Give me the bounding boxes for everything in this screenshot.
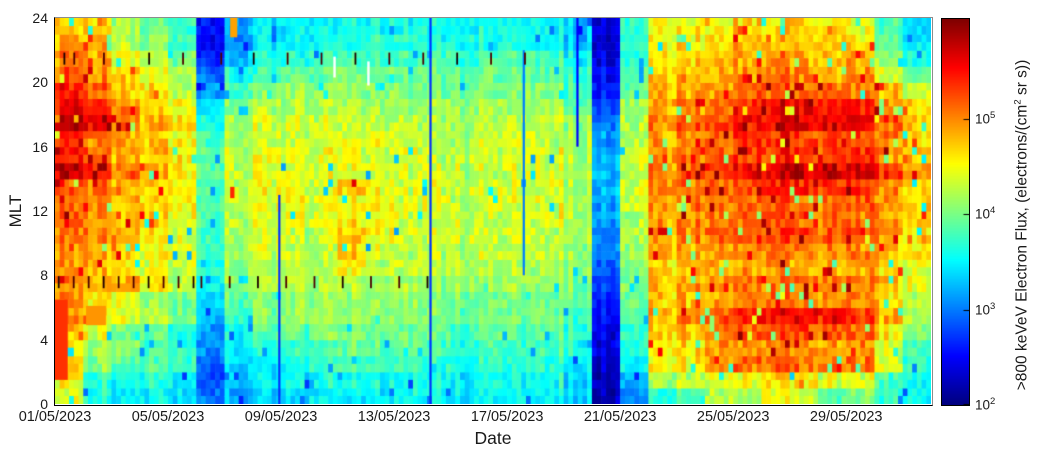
x-axis-tick-label: 21/05/2023 [583, 409, 657, 425]
x-axis-tick-label: 25/05/2023 [696, 409, 770, 425]
y-axis-tick-label: 24 [32, 10, 48, 26]
colorbar-tick-label: 102 [975, 396, 996, 413]
colorbar-title: >800 keVeV Electron Flux, (electrons/(cm… [1012, 60, 1031, 391]
colorbar [941, 18, 970, 406]
x-axis-tick-label: 13/05/2023 [357, 409, 431, 425]
y-axis-tick-label: 16 [32, 138, 48, 155]
y-axis-title: MLT [6, 194, 25, 228]
colorbar-tick-label: 103 [975, 300, 996, 318]
y-axis-tick-label: 0 [40, 396, 48, 412]
colorbar-title-superscript: 2 [1012, 99, 1024, 105]
x-axis-title: Date [474, 428, 512, 448]
y-axis-tick-label: 8 [40, 267, 48, 284]
colorbar-title-units: sr s)) [1013, 59, 1031, 100]
heatmap-plot-area [55, 18, 931, 404]
colorbar-tick-label: 104 [975, 205, 996, 222]
y-axis-tick-label: 4 [40, 331, 48, 348]
colorbar-tick-label: 105 [975, 110, 996, 127]
x-axis-tick-label: 29/05/2023 [809, 409, 883, 425]
y-axis-tick-label: 20 [32, 74, 48, 91]
x-axis-tick-label: 05/05/2023 [131, 409, 205, 425]
x-axis-tick-label: 01/05/2023 [18, 409, 92, 425]
colorbar-title-text: >800 keVeV Electron Flux, (electrons/(cm [1013, 104, 1031, 391]
y-axis-tick-label: 12 [32, 203, 48, 219]
x-axis-tick-label: 17/05/2023 [470, 409, 544, 425]
x-axis-tick-label: 09/05/2023 [244, 409, 318, 425]
